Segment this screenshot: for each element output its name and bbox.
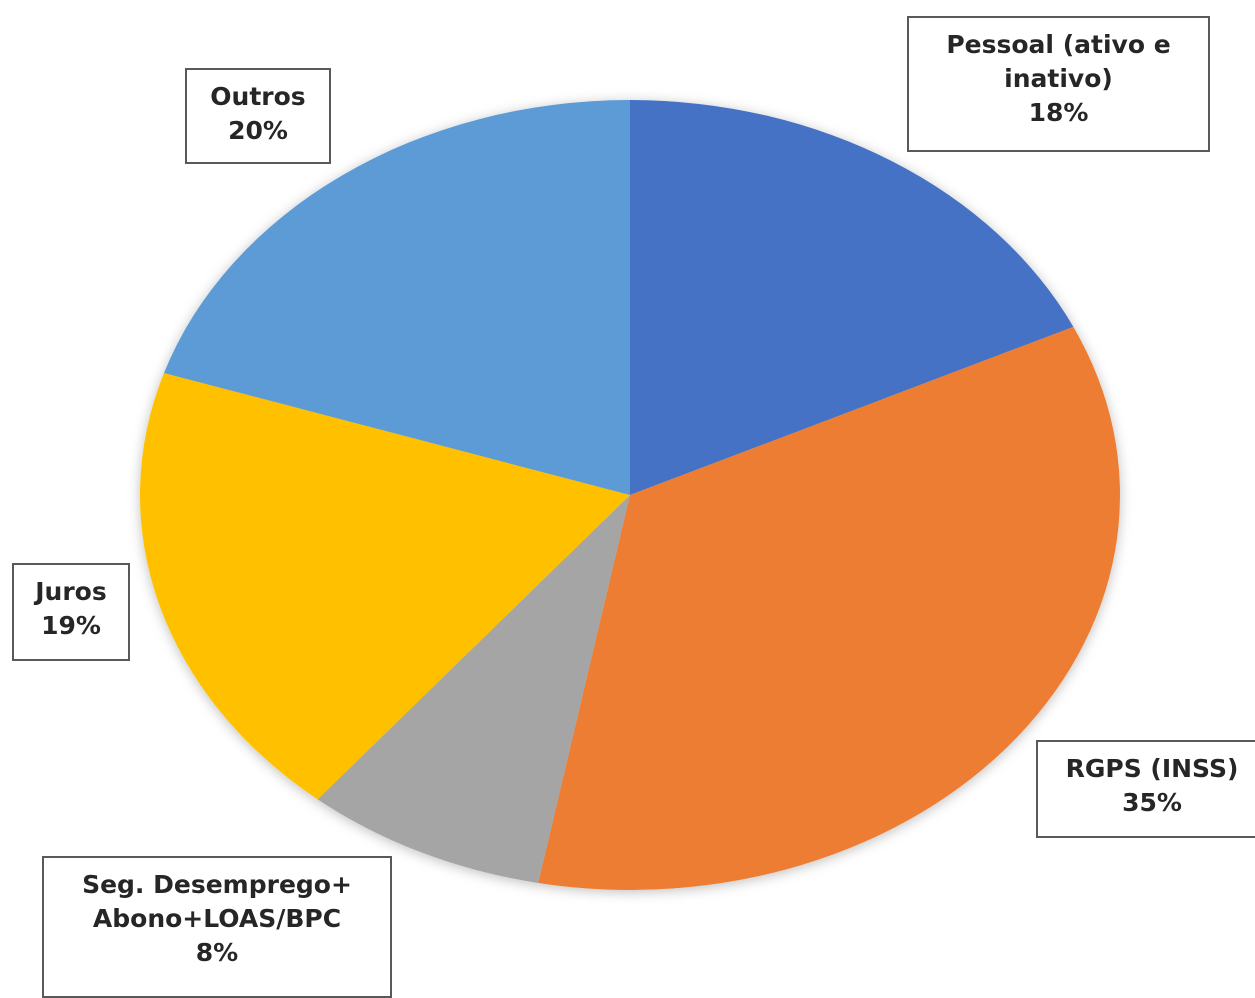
slice-label-pessoal: Pessoal (ativo e inativo) 18% [907, 16, 1210, 152]
pie-slice-pessoal-ativo-e-inativo [630, 100, 1074, 495]
slice-label-juros: Juros 19% [12, 563, 130, 661]
pie-slice-seg-desemprego-abono-loas-bpc [317, 495, 630, 883]
slice-label-rgps: RGPS (INSS) 35% [1036, 740, 1255, 838]
pie-slice-outros [163, 100, 631, 495]
slice-label-seg-desemprego: Seg. Desemprego+ Abono+LOAS/BPC 8% [42, 856, 392, 998]
slice-label-outros: Outros 20% [185, 68, 331, 164]
pie-slice-rgps-inss [538, 326, 1121, 890]
pie-slice-juros [139, 372, 630, 800]
